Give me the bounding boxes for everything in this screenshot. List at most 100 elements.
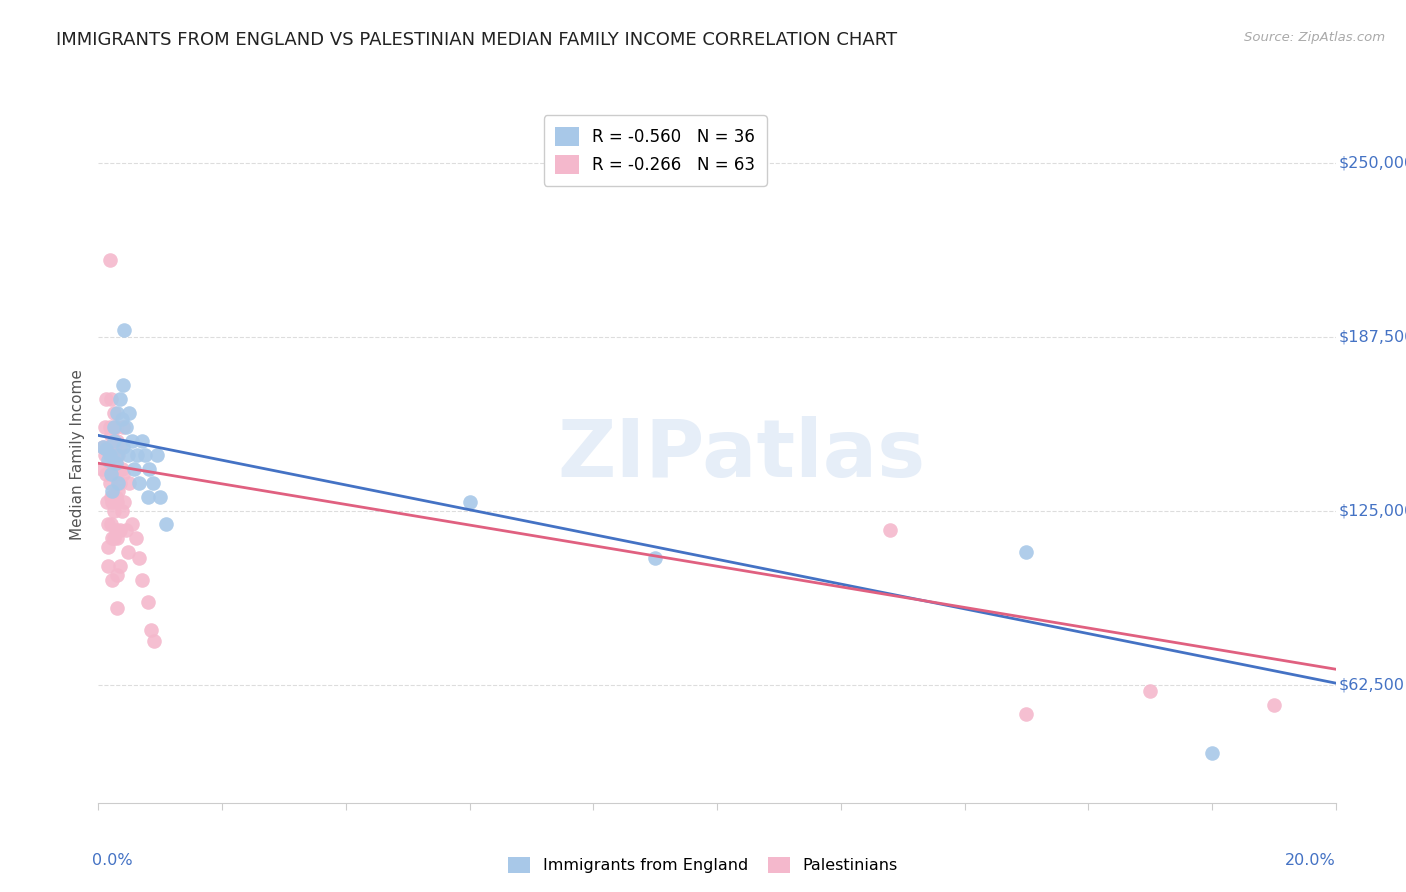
Point xyxy=(97,517,120,532)
Point xyxy=(93,420,115,434)
Point xyxy=(1015,706,1038,721)
Point xyxy=(103,406,125,420)
Point xyxy=(103,440,125,454)
Point xyxy=(98,448,121,462)
Point xyxy=(134,448,156,462)
Point xyxy=(644,550,666,565)
Text: $187,500: $187,500 xyxy=(1339,329,1406,344)
Point xyxy=(104,523,127,537)
Point xyxy=(100,517,122,532)
Point xyxy=(112,323,135,337)
Point xyxy=(111,462,134,476)
Point xyxy=(117,545,139,559)
Point xyxy=(94,392,117,407)
Point xyxy=(93,448,115,462)
Point xyxy=(105,434,128,448)
Point xyxy=(115,420,138,434)
Point xyxy=(143,634,166,648)
Point xyxy=(118,406,141,420)
Text: 0.0%: 0.0% xyxy=(93,853,132,868)
Point xyxy=(98,440,121,454)
Text: 20.0%: 20.0% xyxy=(1285,853,1336,868)
Point xyxy=(93,440,115,454)
Point xyxy=(112,440,135,454)
Point xyxy=(96,495,118,509)
Point xyxy=(104,420,127,434)
Point xyxy=(124,462,146,476)
Point xyxy=(105,406,128,420)
Point xyxy=(1201,746,1223,760)
Point xyxy=(1139,684,1161,698)
Point xyxy=(112,495,135,509)
Point xyxy=(458,495,481,509)
Text: $125,000: $125,000 xyxy=(1339,503,1406,518)
Point xyxy=(104,456,127,470)
Point xyxy=(104,456,127,470)
Point xyxy=(155,517,177,532)
Point xyxy=(100,467,122,482)
Point xyxy=(107,448,129,462)
Point xyxy=(103,532,125,546)
Point xyxy=(101,484,124,499)
Point xyxy=(97,453,120,467)
Point xyxy=(124,532,146,546)
Point xyxy=(115,523,138,537)
Point xyxy=(112,420,135,434)
Point xyxy=(121,434,143,448)
Point xyxy=(138,462,160,476)
Point xyxy=(103,434,125,448)
Point xyxy=(98,253,121,268)
Point xyxy=(101,448,124,462)
Point xyxy=(90,462,112,476)
Point xyxy=(139,624,162,638)
Point xyxy=(146,448,169,462)
Point xyxy=(101,495,124,509)
Point xyxy=(108,523,131,537)
Text: ZIPatlas: ZIPatlas xyxy=(558,416,927,494)
Point xyxy=(128,475,150,490)
Point xyxy=(100,392,122,407)
Point xyxy=(105,601,128,615)
Point xyxy=(104,490,127,504)
Point xyxy=(108,440,131,454)
Point xyxy=(1015,545,1038,559)
Point xyxy=(105,495,128,509)
Point xyxy=(121,517,143,532)
Point xyxy=(100,428,122,442)
Point xyxy=(98,475,121,490)
Point xyxy=(107,484,129,499)
Point xyxy=(97,559,120,574)
Point xyxy=(131,573,153,587)
Point xyxy=(112,467,135,482)
Point xyxy=(108,559,131,574)
Point xyxy=(101,532,124,546)
Point xyxy=(103,467,125,482)
Text: $250,000: $250,000 xyxy=(1339,155,1406,170)
Point xyxy=(112,378,135,392)
Point xyxy=(136,490,159,504)
Legend: Immigrants from England, Palestinians: Immigrants from England, Palestinians xyxy=(502,850,904,880)
Point xyxy=(118,475,141,490)
Text: $62,500: $62,500 xyxy=(1339,677,1405,692)
Point xyxy=(94,467,117,482)
Text: Source: ZipAtlas.com: Source: ZipAtlas.com xyxy=(1244,31,1385,45)
Point xyxy=(97,540,120,554)
Point xyxy=(125,448,148,462)
Point xyxy=(93,440,115,454)
Legend: R = -0.560   N = 36, R = -0.266   N = 63: R = -0.560 N = 36, R = -0.266 N = 63 xyxy=(544,115,766,186)
Point xyxy=(136,595,159,609)
Point xyxy=(108,475,131,490)
Point xyxy=(117,448,139,462)
Point xyxy=(105,462,128,476)
Point xyxy=(103,503,125,517)
Point xyxy=(100,456,122,470)
Point xyxy=(131,434,153,448)
Point xyxy=(98,420,121,434)
Point xyxy=(107,475,129,490)
Point xyxy=(128,550,150,565)
Point xyxy=(105,532,128,546)
Point xyxy=(111,411,134,425)
Point xyxy=(105,567,128,582)
Y-axis label: Median Family Income: Median Family Income xyxy=(69,369,84,541)
Point xyxy=(101,573,124,587)
